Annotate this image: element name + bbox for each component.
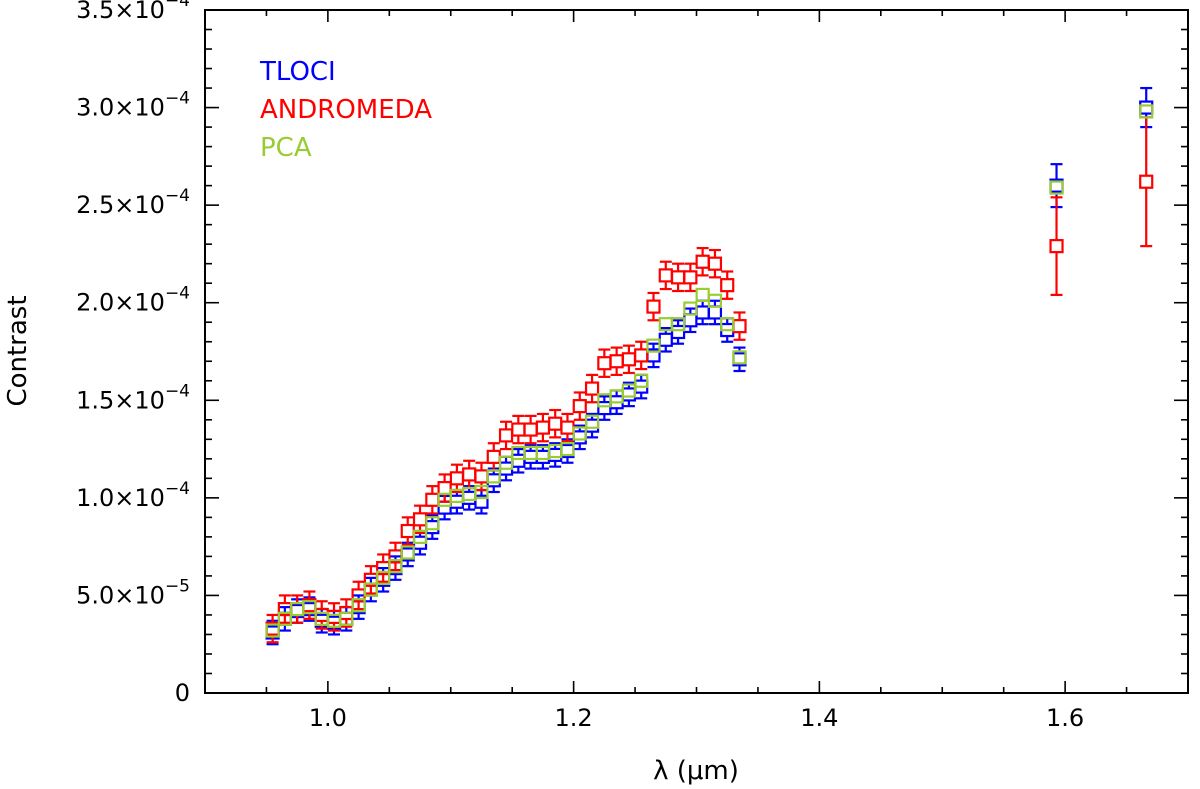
plot-frame [204, 9, 1189, 694]
data-point [670, 324, 686, 340]
x-tick-label: 1.0 [309, 704, 347, 732]
data-point [474, 494, 489, 509]
legend: TLOCI ANDROMEDA PCA [259, 57, 432, 163]
data-point [572, 426, 587, 441]
data-point [498, 455, 514, 470]
data-point [339, 611, 354, 626]
y-tick-label: 0 [175, 679, 190, 707]
data-point [572, 399, 587, 414]
labels-layer: 1.0 1.2 1.4 1.605.0×10−51.0×10−41.5×10−42.0… [76, 0, 1084, 732]
data-point [1139, 174, 1154, 189]
data-point [400, 545, 415, 560]
data-point [720, 278, 735, 293]
y-tick-exponent: −4 [165, 89, 190, 109]
data-point [412, 529, 428, 544]
y-tick-mantissa: 1.0×10 [76, 484, 165, 512]
y-tick-mantissa: 3.5×10 [76, 0, 165, 24]
data-point [646, 299, 661, 314]
data-point [683, 301, 698, 316]
y-tick-label: 5.0×10−5 [76, 576, 190, 609]
data-point [634, 373, 649, 388]
data-point [486, 469, 501, 484]
y-tick-label: 1.5×10−4 [76, 381, 190, 414]
y-tick-exponent: −5 [165, 576, 190, 596]
legend-entry-andromeda: ANDROMEDA [260, 95, 432, 125]
legend-entry-pca: PCA [260, 133, 312, 163]
series-layer [265, 86, 1154, 646]
x-tick-label: 1.6 [1046, 704, 1084, 732]
y-tick-exponent: −4 [165, 186, 190, 206]
data-point [474, 484, 489, 500]
y-tick-mantissa: 3.0×10 [76, 94, 165, 122]
data-point [376, 570, 391, 585]
y-tick-label: 2.5×10−4 [76, 186, 190, 219]
y-tick-mantissa: 2.0×10 [76, 289, 165, 317]
data-point [1049, 239, 1064, 254]
data-point [683, 270, 698, 285]
data-point [351, 598, 366, 613]
data-point [621, 383, 637, 398]
ticks-layer [205, 9, 1188, 694]
data-point [302, 600, 317, 615]
y-tick-exponent: −4 [165, 479, 190, 499]
data-point [388, 559, 403, 574]
data-point [265, 623, 280, 638]
y-tick-mantissa: 2.5×10 [76, 191, 165, 219]
data-point [720, 317, 735, 332]
data-point [732, 350, 747, 365]
data-point [1139, 104, 1154, 119]
x-tick-label: 1.4 [800, 704, 838, 732]
data-point [707, 256, 723, 271]
series-pca [265, 104, 1154, 638]
data-point [646, 338, 661, 353]
data-point [277, 611, 292, 626]
y-tick-mantissa: 1.5×10 [76, 386, 165, 414]
legend-entry-tloci: TLOCI [259, 57, 336, 87]
y-tick-label: 2.0×10−4 [76, 284, 190, 317]
x-tick-label: 1.2 [555, 704, 593, 732]
data-point [560, 441, 575, 457]
data-point [584, 381, 600, 396]
y-tick-label: 1.0×10−4 [76, 479, 190, 512]
y-tick-label: 3.0×10−4 [76, 89, 190, 122]
data-point [1049, 180, 1064, 195]
data-point [634, 348, 649, 363]
y-tick-mantissa: 0 [175, 679, 190, 707]
data-point [707, 293, 723, 308]
data-point [584, 414, 600, 429]
data-point [670, 317, 686, 332]
y-tick-exponent: −4 [165, 284, 190, 304]
y-tick-exponent: −4 [165, 381, 190, 401]
y-axis-title: Contrast [3, 295, 33, 406]
y-tick-label: 3.5×10−4 [76, 0, 190, 24]
y-tick-exponent: −4 [165, 0, 190, 11]
y-tick-mantissa: 5.0×10 [76, 581, 165, 609]
data-point [363, 582, 378, 597]
data-point [425, 516, 440, 531]
plot-area [205, 10, 1188, 693]
x-axis-title: λ (μm) [653, 756, 739, 786]
